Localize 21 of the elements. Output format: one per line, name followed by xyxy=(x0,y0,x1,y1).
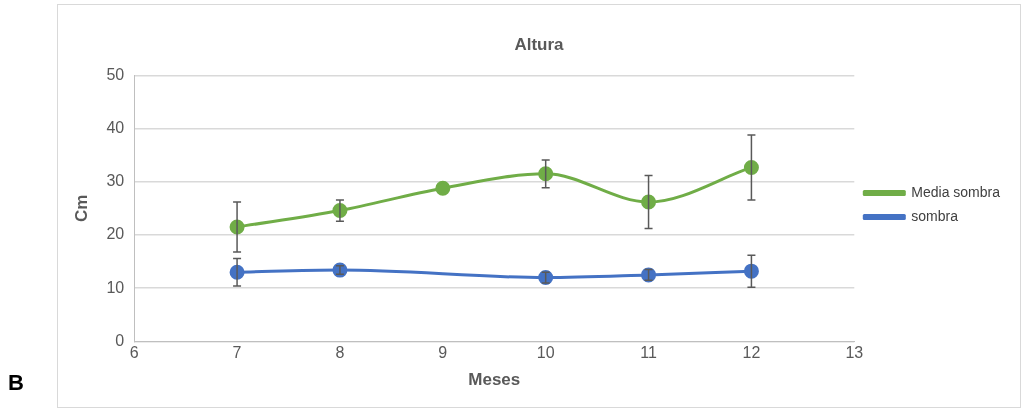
y-axis-title: Cm xyxy=(71,194,91,223)
chart-title: Altura xyxy=(514,34,565,54)
y-tick-label: 50 xyxy=(106,65,125,83)
y-tick-label: 40 xyxy=(106,119,125,137)
y-tick-label: 20 xyxy=(106,225,125,243)
x-tick-label: 6 xyxy=(129,344,139,362)
text: B xyxy=(8,370,24,396)
legend-label: Media sombra xyxy=(911,183,1001,200)
x-tick-label: 11 xyxy=(640,344,657,362)
y-tick-label: 0 xyxy=(115,331,125,349)
legend-label: sombra xyxy=(911,207,959,224)
y-tick-label: 30 xyxy=(106,172,125,190)
point xyxy=(435,180,451,196)
y-tick-label: 10 xyxy=(106,278,125,296)
x-axis-title: Meses xyxy=(468,370,521,390)
x-tick-label: 12 xyxy=(742,344,761,362)
x-tick-label: 9 xyxy=(438,344,448,362)
x-tick-label: 7 xyxy=(232,344,242,362)
x-tick-label: 8 xyxy=(335,344,345,362)
x-tick-label: 13 xyxy=(845,344,864,362)
x-tick-label: 10 xyxy=(536,344,555,362)
